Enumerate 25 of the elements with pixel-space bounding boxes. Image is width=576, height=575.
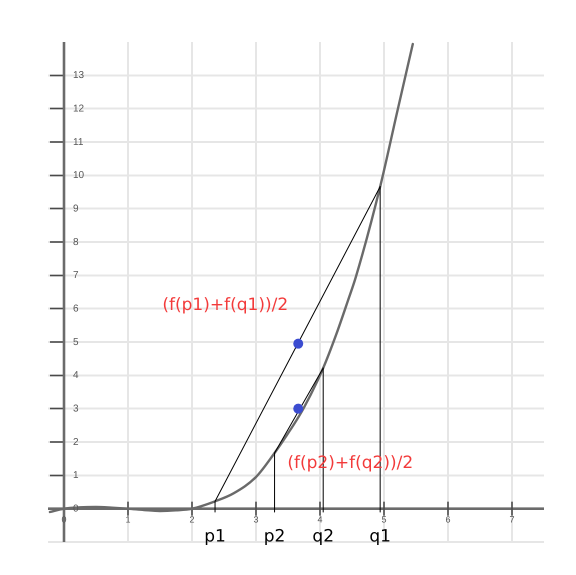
x-tick-label: 7 xyxy=(509,514,515,525)
y-tick-label: 1 xyxy=(73,470,79,482)
annotation: q1 xyxy=(369,526,391,546)
annotation: (f(p1)+f(q1))/2 xyxy=(162,295,288,316)
x-tick-label: 2 xyxy=(189,514,195,525)
y-tick-label: 4 xyxy=(73,370,79,382)
y-tick-label: 12 xyxy=(73,103,85,114)
x-tick-label: 4 xyxy=(317,514,323,525)
y-tick-label: 5 xyxy=(73,336,79,348)
y-tick-label: 9 xyxy=(73,203,79,214)
x-tick-label: 6 xyxy=(445,514,451,525)
x-tick-label: 3 xyxy=(253,514,259,525)
y-tick-label: 7 xyxy=(73,270,79,282)
y-tick-label: 13 xyxy=(73,70,85,82)
annotation: p2 xyxy=(264,526,286,546)
y-tick-label: 3 xyxy=(73,403,79,414)
annotation: p1 xyxy=(204,526,226,546)
x-tick-label: 1 xyxy=(125,514,131,525)
y-tick-label: 10 xyxy=(73,170,85,182)
annotation: q2 xyxy=(312,526,334,546)
y-tick-label: 11 xyxy=(73,136,84,148)
y-tick-label: 2 xyxy=(73,436,79,448)
y-tick-label: 6 xyxy=(73,303,79,314)
x-tick-label: 5 xyxy=(381,514,387,525)
y-tick-label: 8 xyxy=(73,236,79,248)
